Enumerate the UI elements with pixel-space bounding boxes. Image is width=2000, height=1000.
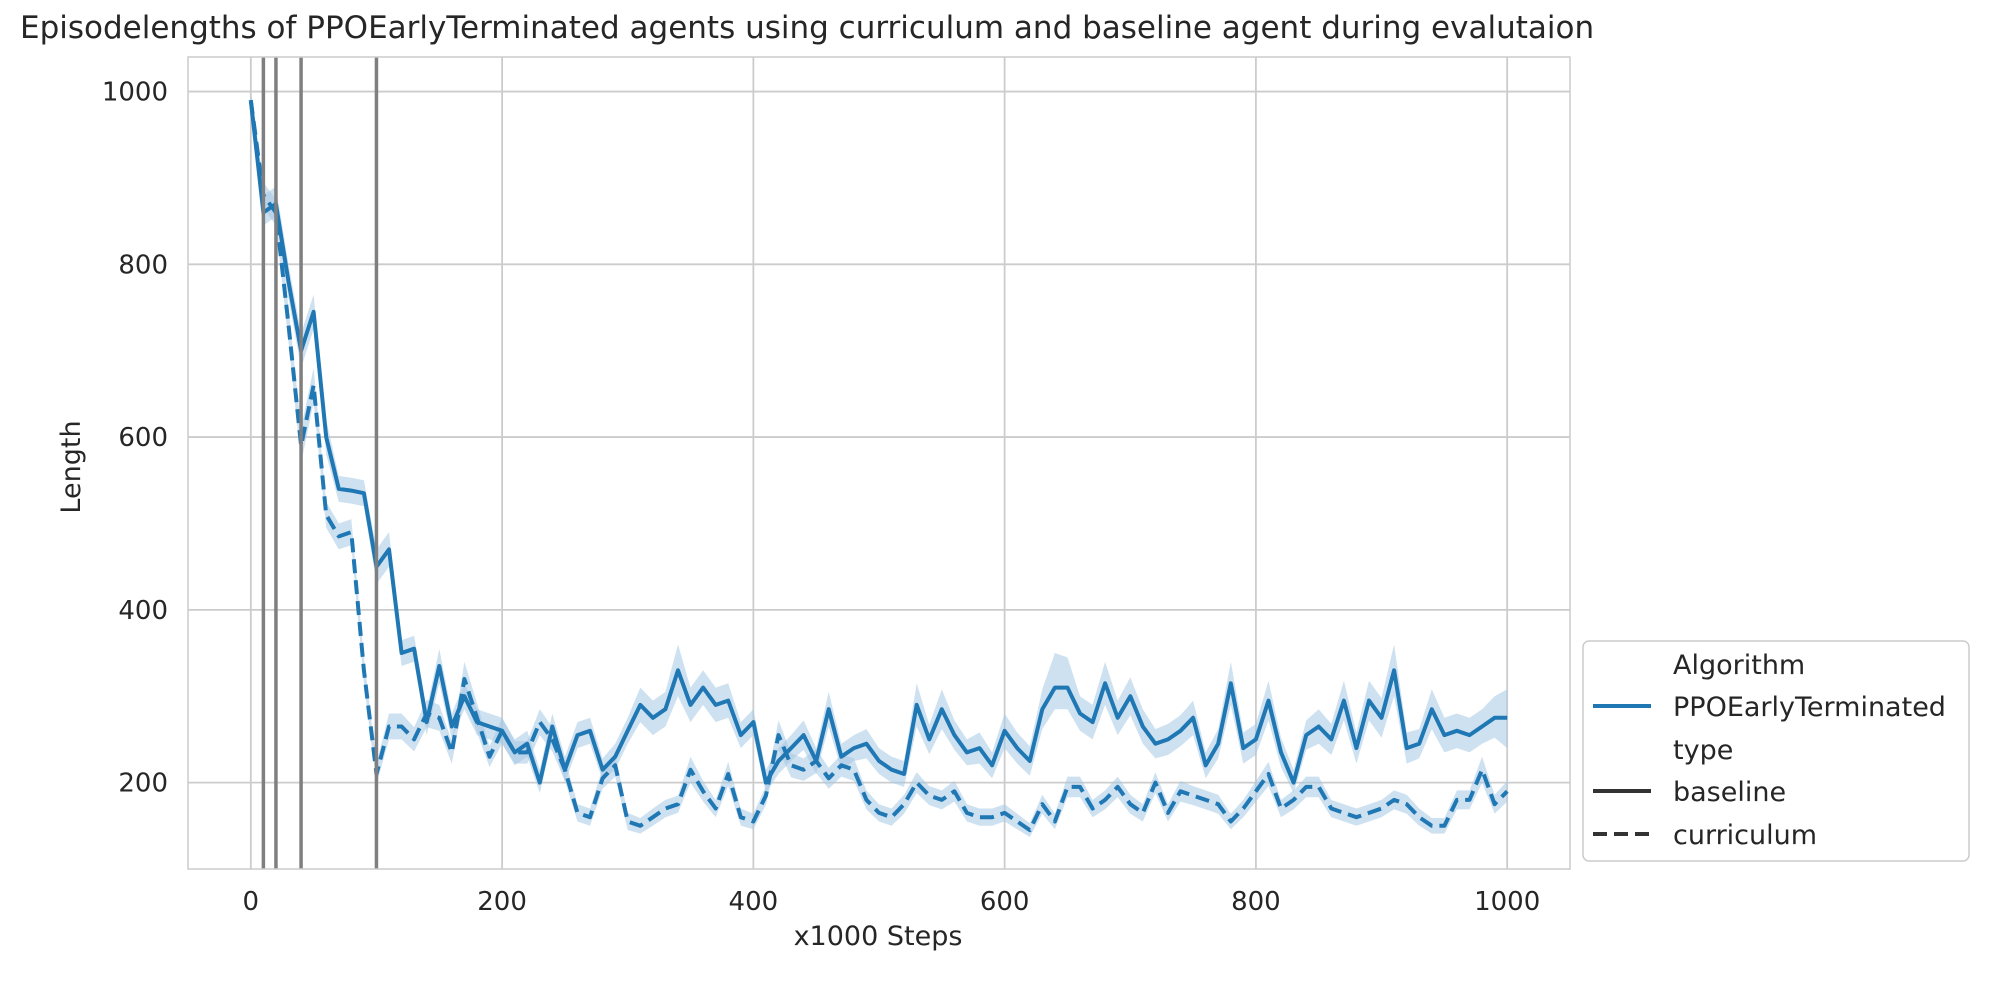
y-tick-label: 600	[118, 423, 168, 453]
y-tick-label: 1000	[102, 78, 168, 108]
legend-entry-algorithm: PPOEarlyTerminated	[1673, 692, 1946, 723]
chart-title: Episodelengths of PPOEarlyTerminated age…	[20, 10, 1594, 46]
x-tick-label: 800	[1231, 887, 1281, 917]
legend-entry-baseline: baseline	[1673, 777, 1786, 808]
x-tick-labels: 0 200 400 600 800 1000	[243, 887, 1541, 917]
x-tick-label: 0	[243, 887, 260, 917]
legend: Algorithm PPOEarlyTerminated type baseli…	[1582, 640, 1970, 862]
x-tick-label: 1000	[1474, 887, 1540, 917]
confidence-bands	[250, 91, 1508, 838]
x-tick-label: 600	[980, 887, 1030, 917]
x-tick-label: 400	[729, 887, 779, 917]
confidence-band-baseline	[250, 91, 1508, 794]
series-line-curriculum	[248, 99, 1509, 833]
plot-frame	[187, 56, 1571, 870]
y-tick-label: 400	[118, 596, 168, 626]
x-axis-label: x1000 Steps	[794, 921, 963, 952]
gridlines	[188, 57, 1570, 869]
y-tick-label: 200	[118, 769, 168, 799]
series-lines	[248, 99, 1509, 833]
legend-title-type: type	[1673, 735, 1733, 766]
y-tick-labels: 200 400 600 800 1000	[102, 78, 168, 799]
vertical-markers	[261, 57, 379, 869]
legend-box	[1582, 640, 1970, 862]
y-tick-label: 800	[118, 250, 168, 280]
legend-entry-curriculum: curriculum	[1673, 820, 1817, 851]
y-axis-label: Length	[56, 420, 87, 513]
plot-area	[187, 56, 1571, 870]
legend-title-algorithm: Algorithm	[1673, 650, 1805, 681]
x-tick-label: 200	[477, 887, 527, 917]
